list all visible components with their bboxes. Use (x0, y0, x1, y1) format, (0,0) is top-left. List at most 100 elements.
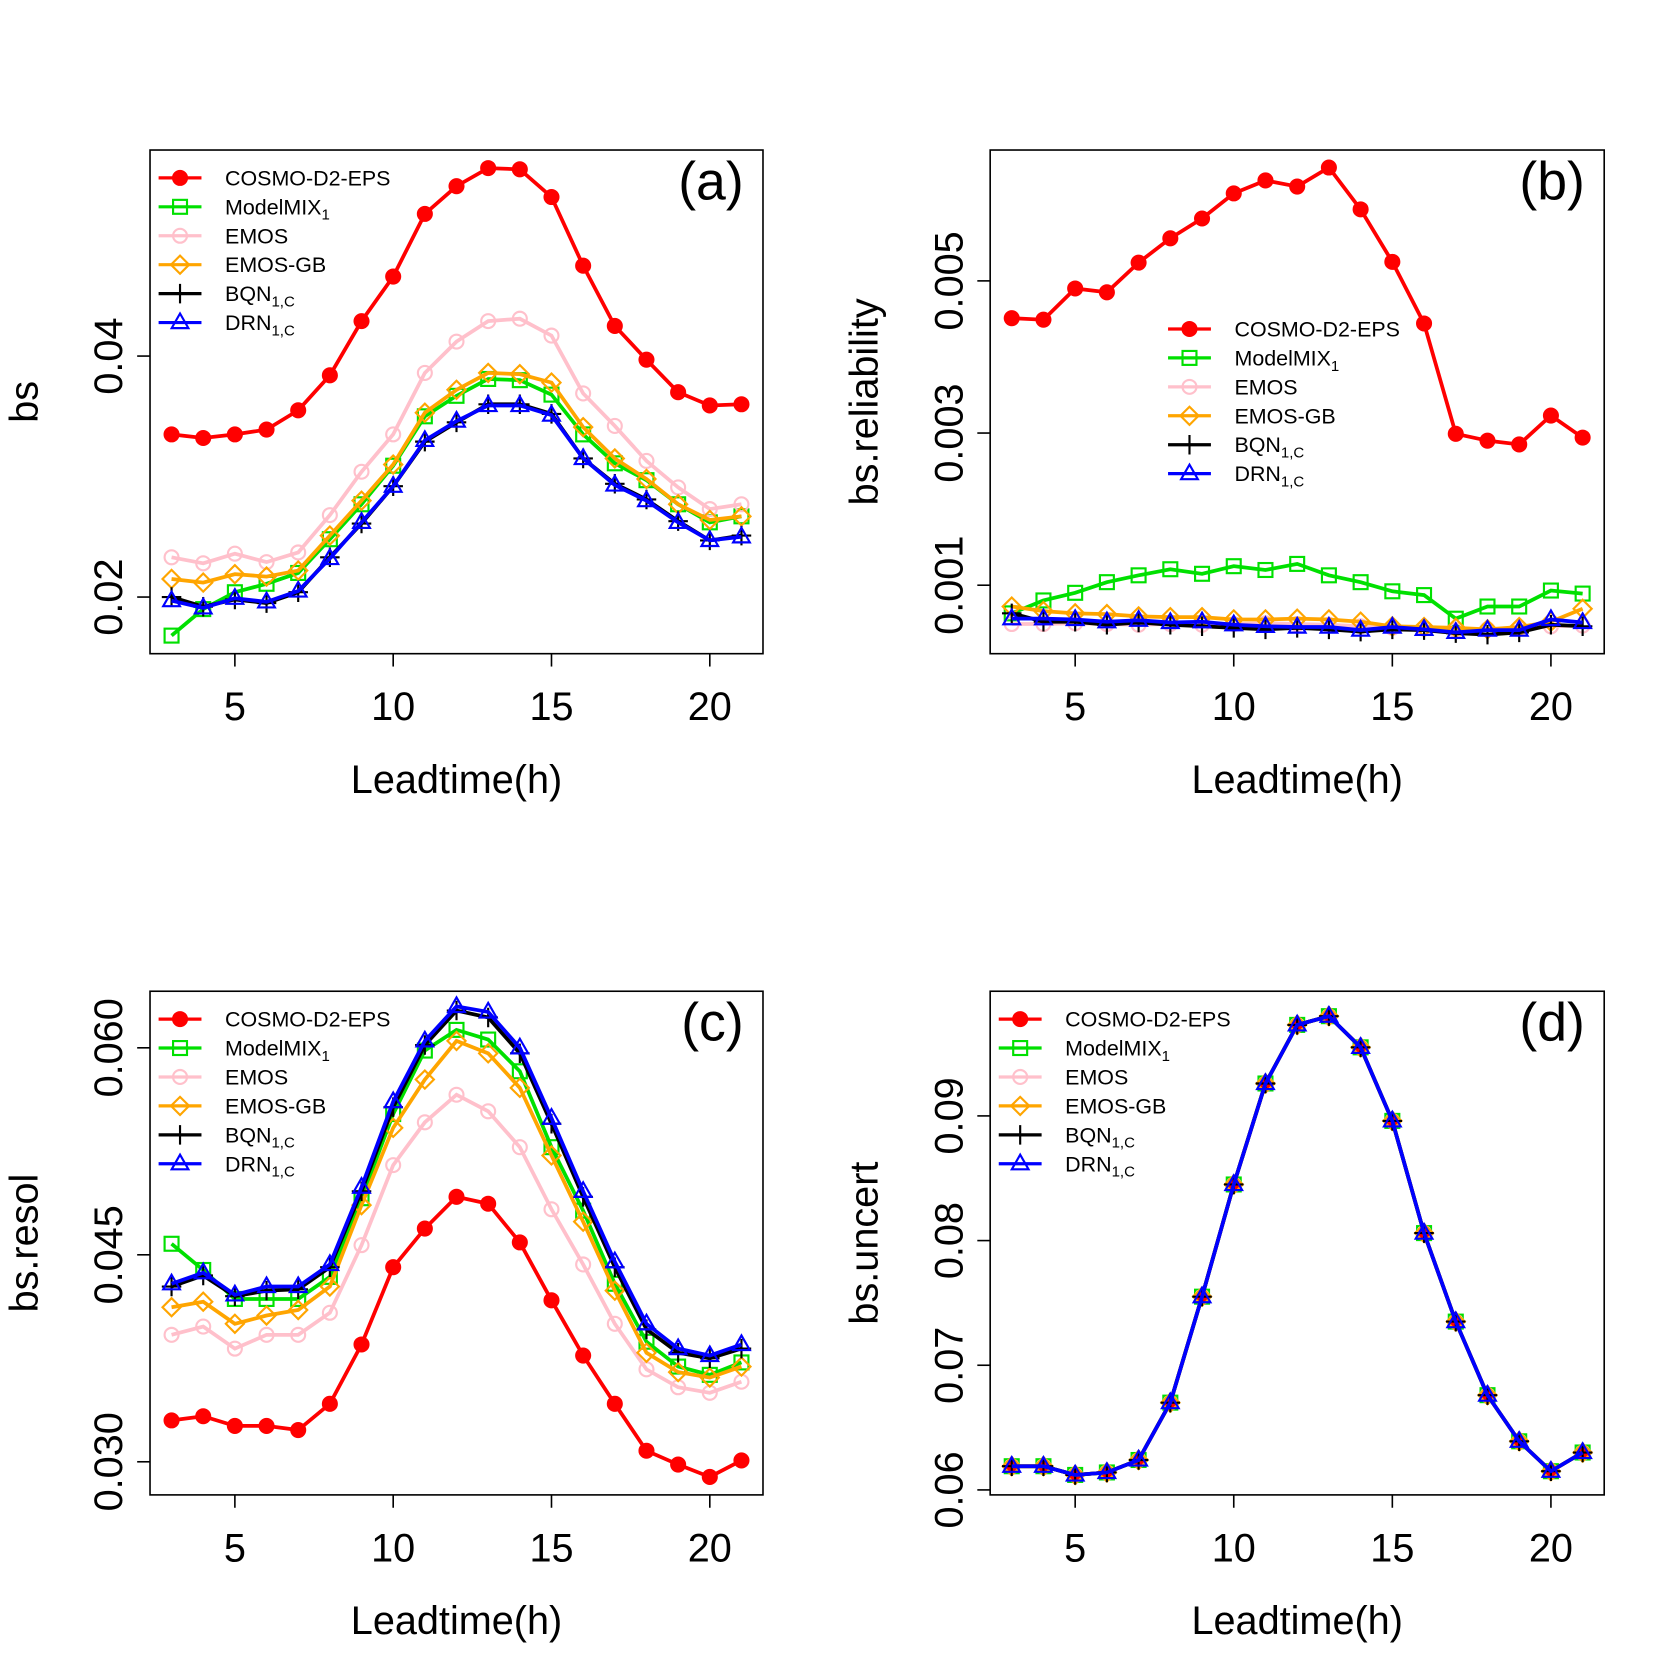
point (385, 268, 402, 285)
legend-marker (1181, 378, 1198, 395)
point (572, 416, 594, 438)
point (226, 1340, 243, 1357)
point (733, 1452, 750, 1469)
point (1542, 407, 1559, 424)
point (733, 396, 750, 413)
legend-label: ModelMIX1 (225, 1037, 330, 1065)
point (321, 367, 338, 384)
point (1289, 178, 1306, 195)
point (258, 421, 275, 438)
panel-label: (b) (1519, 151, 1584, 211)
point (1286, 615, 1308, 634)
legend-label: BQN1,C (1234, 433, 1304, 461)
point (572, 1180, 594, 1198)
series-line (1011, 561, 1583, 621)
point (1191, 1285, 1213, 1304)
point (1384, 253, 1401, 270)
point (511, 310, 528, 327)
point (1160, 1391, 1181, 1410)
point (1289, 555, 1306, 572)
y-axis-label: bs.resol (3, 1174, 47, 1313)
point (445, 379, 468, 401)
point (1320, 159, 1337, 176)
point (319, 1253, 341, 1272)
point (319, 1275, 341, 1298)
point (163, 1235, 180, 1252)
point (572, 1211, 594, 1233)
point (480, 1195, 497, 1212)
point (416, 408, 433, 425)
legend-marker (1012, 1068, 1029, 1086)
legend-label: EMOS (225, 224, 288, 248)
point (1445, 621, 1466, 640)
point (1257, 561, 1274, 579)
legend-name: DRN (225, 311, 271, 335)
point (1477, 1383, 1498, 1402)
point (195, 555, 212, 572)
point (226, 426, 243, 443)
point (1128, 1448, 1149, 1467)
point (477, 1042, 499, 1064)
point (572, 447, 594, 466)
point (604, 1280, 626, 1302)
legend-marker (169, 254, 191, 276)
panel-label: (c) (681, 993, 743, 1053)
point (1350, 1036, 1371, 1054)
point (699, 529, 721, 548)
point (541, 403, 562, 422)
legend-name: EMOS-GB (225, 253, 326, 277)
point (509, 1077, 531, 1099)
point (638, 1442, 655, 1459)
legend-label: ModelMIX1 (1234, 346, 1339, 374)
legend-label: EMOS-GB (225, 1094, 326, 1118)
series-line (170, 1004, 743, 1358)
y-tick-label: 0.09 (927, 1077, 971, 1154)
point (604, 473, 626, 492)
point (730, 1356, 753, 1378)
legend-name: BQN (225, 1123, 271, 1147)
point (1098, 284, 1115, 301)
point (699, 1344, 721, 1363)
legend-name: DRN (225, 1152, 271, 1176)
point (1064, 608, 1086, 627)
legend-marker (1179, 462, 1200, 481)
point (667, 1361, 689, 1383)
point (1479, 432, 1496, 449)
point (351, 511, 372, 529)
legend-name: COSMO-D2-EPS (1234, 317, 1399, 341)
point (1413, 1221, 1435, 1240)
legend-subscript: 1,C (1281, 445, 1305, 462)
point (382, 453, 404, 476)
point (192, 1291, 214, 1313)
y-tick-label: 0.060 (87, 998, 131, 1097)
legend-subscript: 1,C (271, 322, 295, 339)
series-line (171, 403, 742, 610)
panel-label: (d) (1519, 993, 1584, 1053)
legend-label: BQN1,C (225, 1123, 295, 1151)
point (606, 417, 623, 434)
point (385, 1157, 402, 1174)
point (350, 490, 373, 512)
legend-label: COSMO-D2-EPS (225, 166, 390, 190)
legend-label: ModelMIX1 (225, 195, 330, 223)
point (733, 496, 750, 513)
legend-label: EMOS-GB (1065, 1094, 1166, 1118)
point (477, 362, 499, 384)
x-tick-label: 5 (1064, 1526, 1086, 1570)
legend-label: EMOS (1234, 375, 1297, 399)
y-axis-label: bs.reliability (843, 298, 887, 505)
legend-name: ModelMIX (225, 195, 321, 219)
point (448, 178, 465, 195)
legend-name: COSMO-D2-EPS (1065, 1008, 1230, 1032)
x-tick-label: 20 (688, 1526, 732, 1570)
legend-subscript: 1 (321, 1048, 329, 1065)
x-tick-label: 20 (1529, 1526, 1573, 1570)
point (290, 402, 307, 419)
point (667, 1337, 689, 1356)
point (195, 1318, 212, 1335)
legend-label: DRN1,C (1065, 1152, 1135, 1180)
point (195, 1408, 212, 1425)
point (730, 505, 753, 527)
legend-marker (171, 198, 189, 215)
